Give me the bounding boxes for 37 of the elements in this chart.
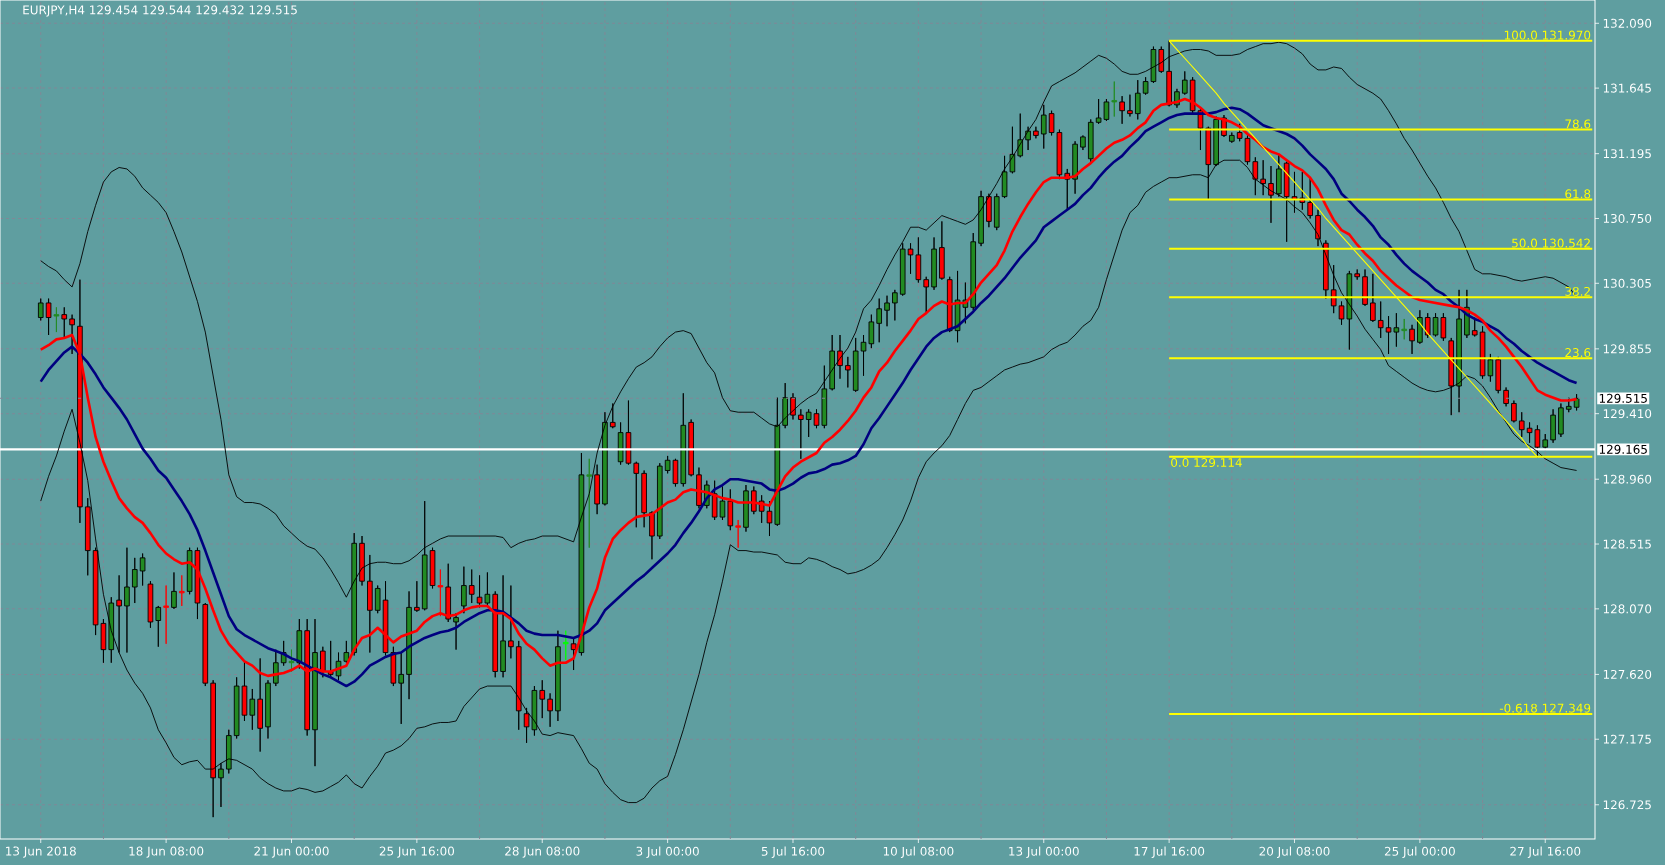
y-tick-label: 129.410 bbox=[1603, 409, 1652, 419]
series-label: -0.618 127.349 bbox=[1499, 703, 1591, 713]
x-tick-label: 5 Jul 16:00 bbox=[761, 846, 825, 858]
ref-line-label: 129.515 bbox=[1599, 393, 1647, 403]
y-tick-label: 130.750 bbox=[1603, 213, 1652, 223]
x-tick-label: 27 Jul 16:00 bbox=[1510, 846, 1581, 858]
y-tick-label: 132.090 bbox=[1603, 18, 1652, 28]
y-tick-label: 131.195 bbox=[1603, 149, 1651, 159]
y-tick-label: 127.620 bbox=[1603, 669, 1652, 679]
y-tick-label: 127.175 bbox=[1603, 734, 1651, 744]
series-label: 0.0 129.114 bbox=[1171, 457, 1242, 468]
series-label: 50.0 130.542 bbox=[1512, 238, 1590, 248]
x-tick-label: 3 Jul 00:00 bbox=[636, 846, 699, 858]
x-tick-label: 13 Jul 00:00 bbox=[1009, 846, 1079, 858]
x-tick-label: 28 Jun 08:00 bbox=[505, 846, 580, 858]
y-tick-label: 129.855 bbox=[1603, 344, 1651, 354]
series-label: 78.6 bbox=[1565, 119, 1591, 129]
x-tick-label: 25 Jul 00:00 bbox=[1384, 846, 1455, 858]
chart-title: EURJPY,H4 129.454 129.544 129.432 129.515 bbox=[23, 5, 297, 17]
x-tick-label: 18 Jun 08:00 bbox=[129, 846, 204, 858]
series-label: 23.6 bbox=[1565, 348, 1591, 358]
x-tick-label: 21 Jun 00:00 bbox=[254, 846, 329, 858]
ref-line-label: 129.165 bbox=[1599, 444, 1647, 454]
series-label: 100.0 131.970 bbox=[1504, 30, 1591, 40]
y-tick-label: 126.725 bbox=[1603, 800, 1651, 810]
series-label: 38.2 bbox=[1565, 286, 1590, 296]
y-tick-label: 131.645 bbox=[1603, 83, 1651, 93]
x-tick-label: 10 Jul 08:00 bbox=[883, 846, 954, 858]
x-tick-label: 25 Jun 16:00 bbox=[379, 846, 455, 858]
y-tick-label: 130.305 bbox=[1603, 278, 1651, 288]
series-label: 61.8 bbox=[1565, 189, 1591, 199]
x-tick-label: 17 Jul 16:00 bbox=[1134, 846, 1205, 858]
y-tick-label: 128.960 bbox=[1603, 474, 1652, 484]
x-tick-label: 20 Jul 08:00 bbox=[1259, 846, 1330, 858]
x-tick-label: 13 Jun 2018 bbox=[6, 846, 76, 858]
y-tick-label: 128.070 bbox=[1603, 604, 1652, 614]
y-tick-label: 128.515 bbox=[1603, 539, 1651, 549]
